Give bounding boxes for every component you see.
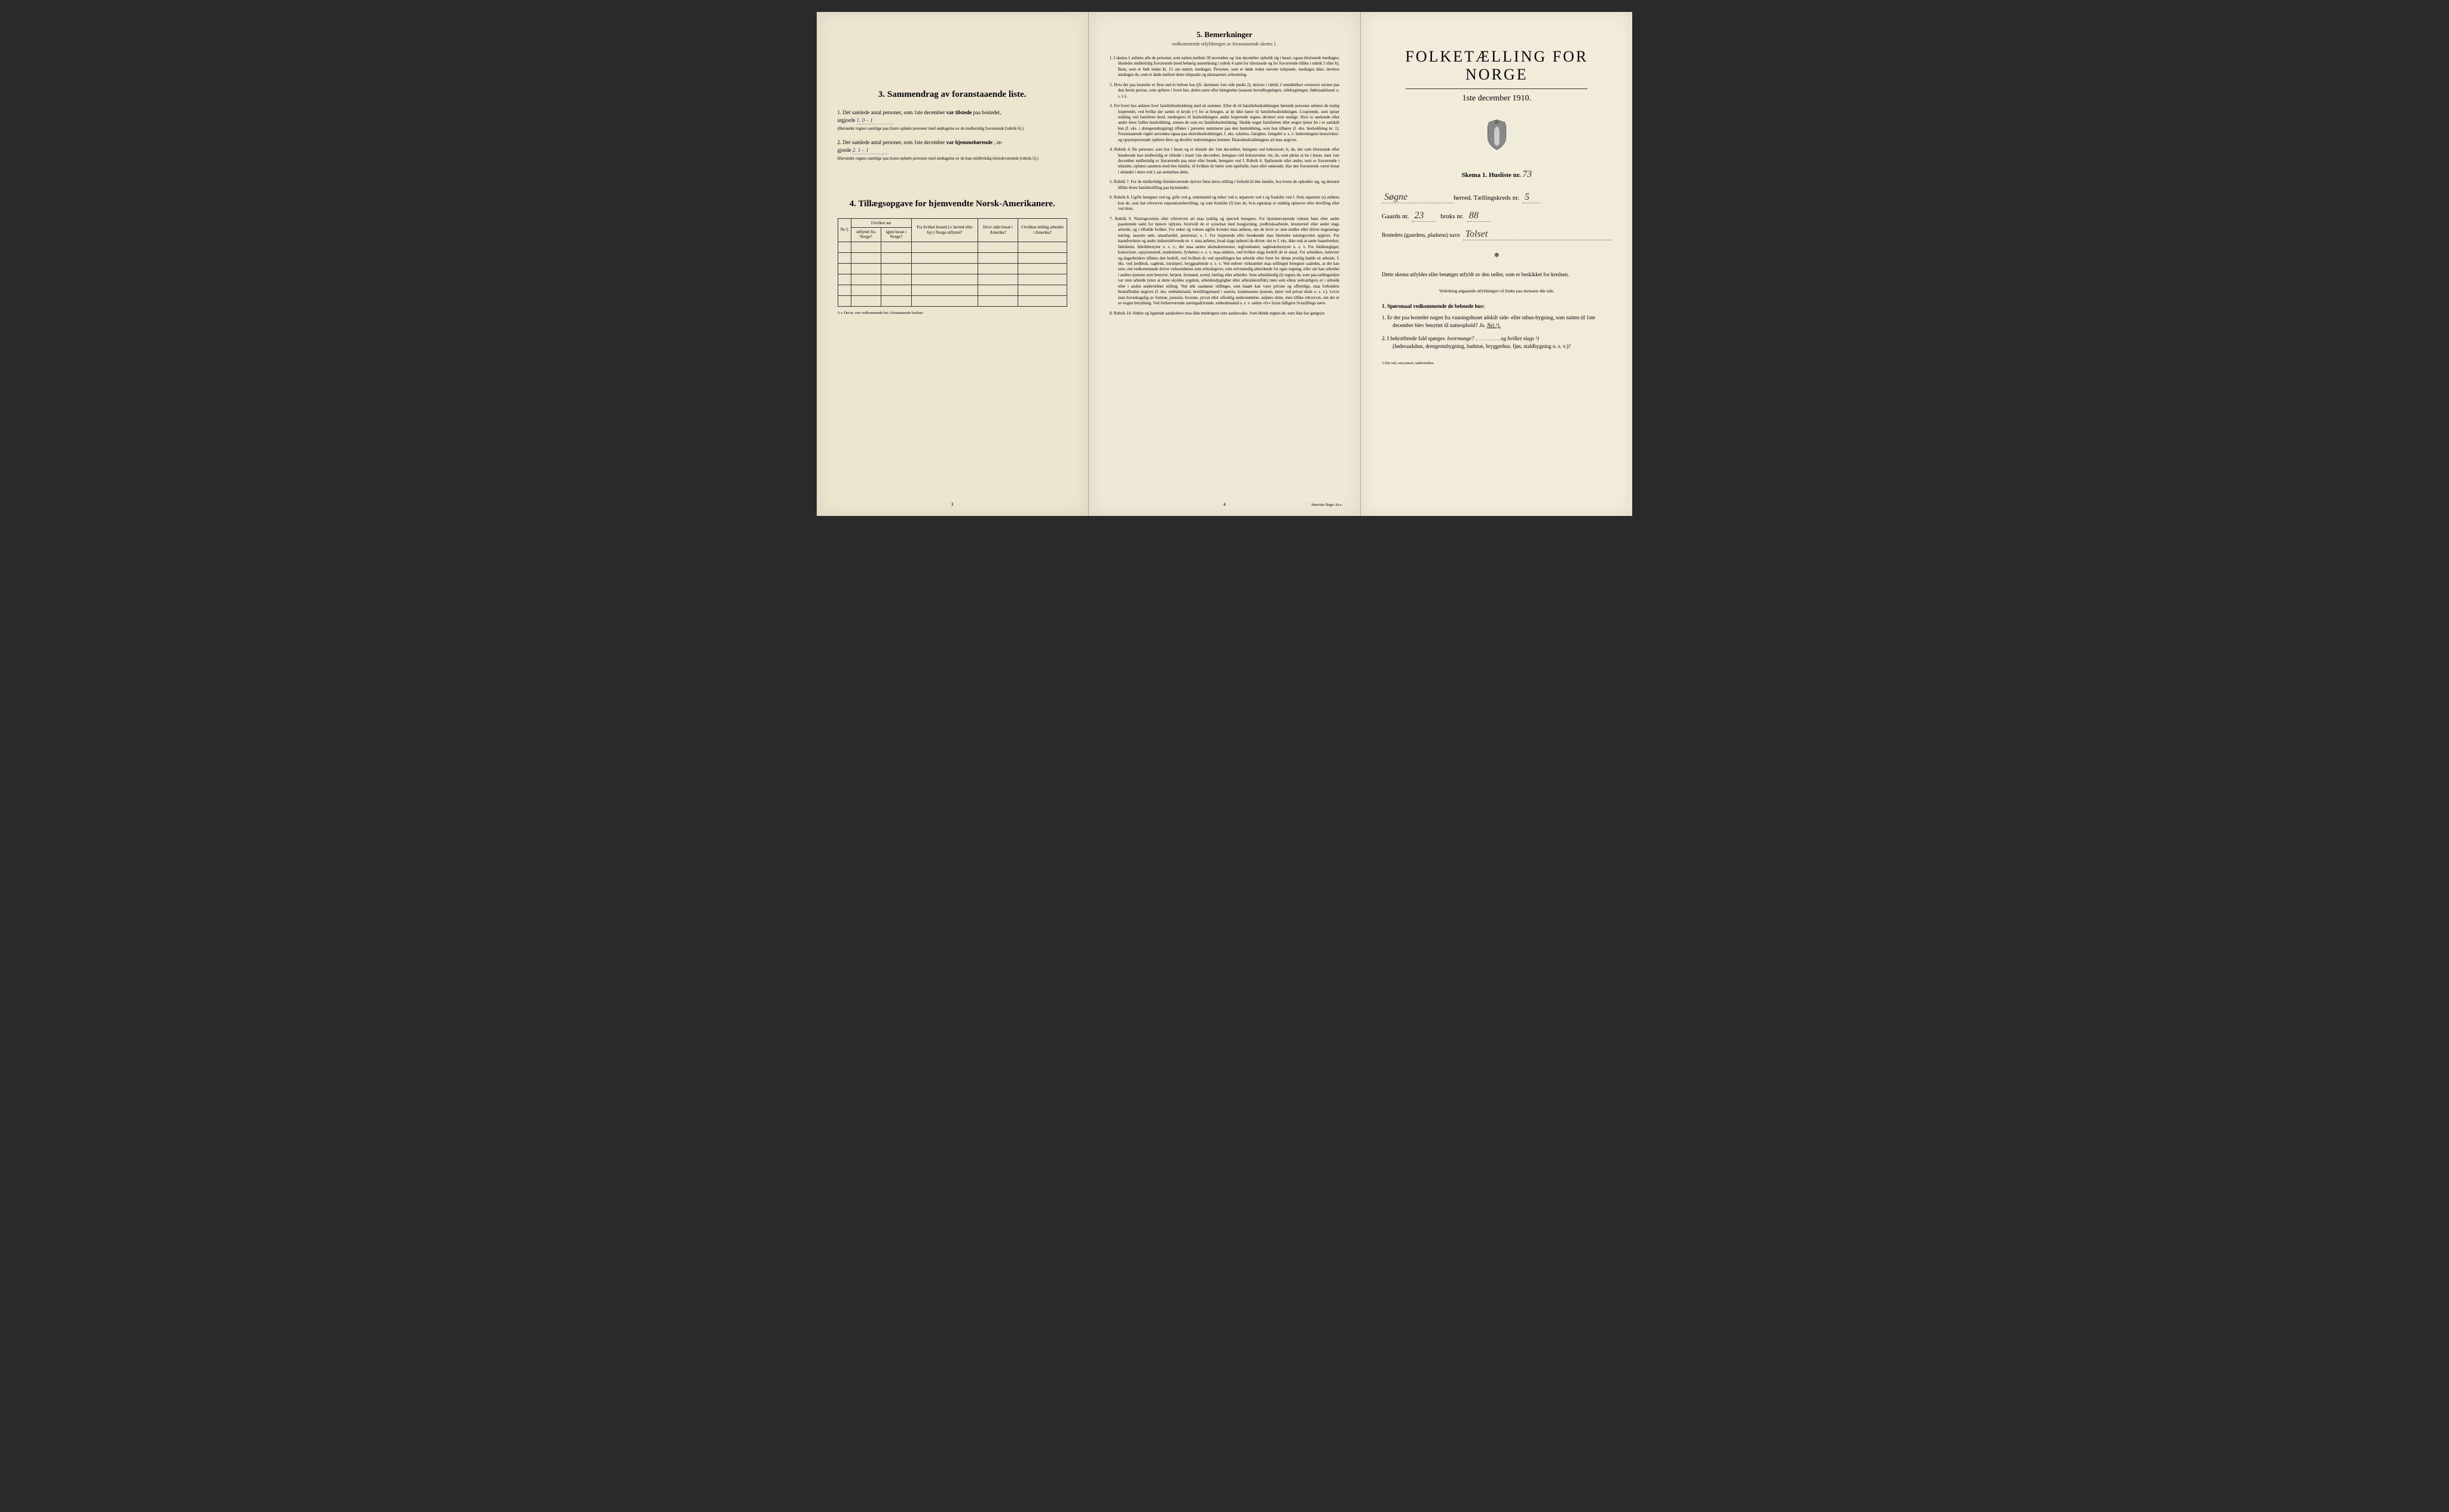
skema-line: Skema 1. Husliste nr. 73 [1382,169,1611,180]
table-row [838,274,1067,285]
table-row [838,263,1067,274]
footnote: ¹) Det ord, som passer, understrekes. [1382,362,1611,365]
table-row [838,295,1067,306]
remark-3: 3. For hvert hus anføres hver familiehus… [1110,103,1339,143]
tilstede-value: 1. 0 – 1 [857,117,893,125]
bosted-value: Tolset [1463,229,1612,240]
summary-item-2: 2. Det samlede antal personer, som 1ste … [838,139,1067,161]
herred-field: Søgne herred. Tællingskreds nr. 5 [1382,192,1611,203]
gaards-nr: 23 [1412,210,1436,222]
table-row [838,242,1067,252]
main-title: FOLKETÆLLING FOR NORGE [1382,48,1611,84]
remark-8: 8. Rubrik 14. Sinker og lignende aandssl… [1110,311,1339,316]
remark-6: 6. Rubrik 8. Ugifte betegnes ved ug, gif… [1110,195,1339,212]
remark-5: 5. Rubrik 7. For de midlertidig tilstede… [1110,179,1339,191]
instructions-1: Dette skema utfyldes eller besørges utfy… [1382,271,1611,279]
page-3: FOLKETÆLLING FOR NORGE 1ste december 191… [1361,12,1632,516]
remark-1: 1. I skema 1 anføres alle de personer, s… [1110,56,1339,78]
hjemme-value: 2. 1 – 1 [853,146,888,155]
gaards-field: Gaards nr. 23 bruks nr. 88 [1382,210,1611,222]
herred-value: Søgne [1382,192,1453,203]
remark-4: 4. Rubrik 4. De personer, som bor i huse… [1110,147,1339,175]
bosted-field: Bostedets (gaardens, pladsens) navn Tols… [1382,229,1611,240]
section-3-title: 3. Sammendrag av foranstaaende liste. [838,90,1067,100]
summary-item-1: 1. Det samlede antal personer, som 1ste … [838,109,1067,132]
question-2: 2. I bekræftende fald spørges: hvormange… [1382,335,1611,350]
census-date: 1ste december 1910. [1382,94,1611,103]
table-row [838,285,1067,295]
table-row [838,252,1067,263]
remark-7: 7. Rubrik 9. Næringsveiens eller erhverv… [1110,216,1339,307]
page-2: 5. Bemerkninger vedkommende utfyldningen… [1089,12,1361,516]
divider-icon: ✻ [1382,252,1611,259]
table-footnote: ¹) ɔ: Det nr. som vedkommende har i fora… [838,311,1067,315]
kreds-nr: 5 [1522,192,1540,203]
section-4-title: 4. Tillægsopgave for hjemvendte Norsk-Am… [838,199,1067,209]
husliste-nr: 73 [1522,169,1532,179]
instructions-2: Veiledning angaaende utfyldningen vil fi… [1382,288,1611,295]
remarks-list: 1. I skema 1 anføres alle de personer, s… [1110,56,1339,316]
coat-of-arms-icon [1382,118,1611,154]
printer-mark: Steen'ske Bogtr. Kr.a. [1311,503,1342,507]
section-5-title: 5. Bemerkninger [1110,30,1339,39]
questions-section: 1. Spørsmaal vedkommende de beboede hus:… [1382,303,1611,350]
page-1: 3. Sammendrag av foranstaaende liste. 1.… [817,12,1089,516]
nei-answer: Nei ¹). [1487,322,1501,328]
remark-2: 2. Hvis der paa bostedet er flere end ét… [1110,83,1339,99]
census-document: 3. Sammendrag av foranstaaende liste. 1.… [817,12,1633,516]
amerikanere-table: Nr.¹) I hvilket aar Fra hvilket bosted (… [838,218,1067,307]
bruks-nr: 88 [1467,210,1491,222]
page-number: 4 [1223,502,1226,507]
page-number: 3 [951,502,954,507]
question-1: 1. Er der paa bostedet nogen fra vaaning… [1382,314,1611,329]
